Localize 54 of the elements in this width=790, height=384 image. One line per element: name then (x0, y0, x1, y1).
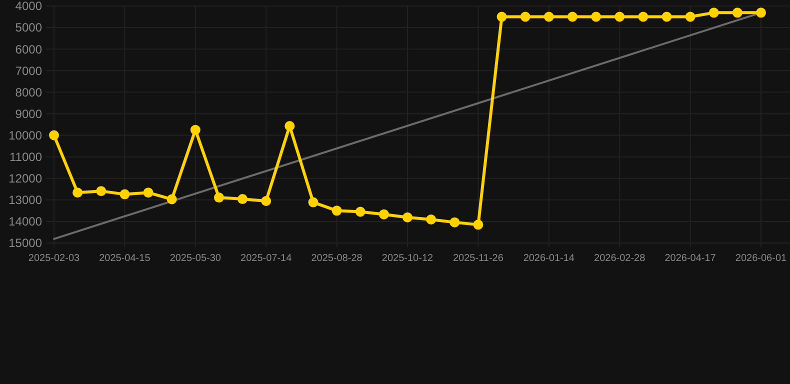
y-tick-label: 12000 (8, 172, 42, 186)
x-tick-label: 2025-02-03 (28, 253, 80, 264)
point (591, 12, 602, 22)
point (120, 189, 130, 200)
point (685, 12, 696, 22)
point (614, 12, 625, 22)
y-tick-label: 15000 (8, 236, 42, 250)
point (378, 209, 389, 220)
x-tick-label: 2025-10-12 (382, 253, 434, 264)
point (544, 12, 554, 22)
y-tick-label: 14000 (8, 214, 42, 229)
x-tick-label: 2026-02-28 (594, 253, 646, 264)
point (72, 188, 83, 198)
x-tick-label: 2026-06-01 (735, 253, 788, 264)
point (473, 220, 484, 230)
x-tick-label: 2025-04-15 (99, 253, 151, 264)
point (662, 12, 672, 22)
x-tick-label: 2025-11-26 (452, 253, 504, 264)
point (638, 12, 648, 22)
point (332, 206, 342, 216)
y-tick-label: 9000 (15, 106, 42, 121)
x-tick-label: 2026-01-14 (523, 253, 575, 264)
x-tick-label: 2025-07-14 (240, 253, 292, 264)
point (426, 214, 436, 225)
point (214, 192, 224, 203)
x-tick-label: 2026-04-17 (664, 253, 716, 264)
point (261, 196, 272, 206)
point (520, 12, 530, 22)
point (756, 8, 766, 18)
x-tick-label: 2025-08-28 (311, 253, 363, 264)
y-tick-label: 5000 (15, 20, 42, 35)
point (238, 194, 248, 204)
point (190, 124, 200, 135)
point (496, 12, 507, 22)
y-tick-label: 8000 (15, 85, 42, 100)
y-tick-label: 10000 (8, 128, 42, 142)
y-tick-label: 4000 (15, 0, 42, 14)
point (732, 8, 742, 18)
point (567, 12, 578, 22)
point (355, 206, 366, 217)
x-tick-label: 2025-05-30 (170, 253, 222, 264)
y-tick-label: 11000 (10, 150, 42, 164)
point (708, 8, 719, 18)
point (143, 188, 154, 198)
point (308, 197, 318, 208)
y-tick-label: 13000 (8, 193, 42, 208)
point (402, 212, 412, 222)
point (450, 217, 460, 228)
point (49, 130, 59, 140)
point (284, 121, 295, 132)
y-tick-label: 7000 (15, 64, 42, 78)
point (166, 194, 177, 204)
y-tick-label: 6000 (15, 42, 42, 56)
point (96, 186, 106, 196)
